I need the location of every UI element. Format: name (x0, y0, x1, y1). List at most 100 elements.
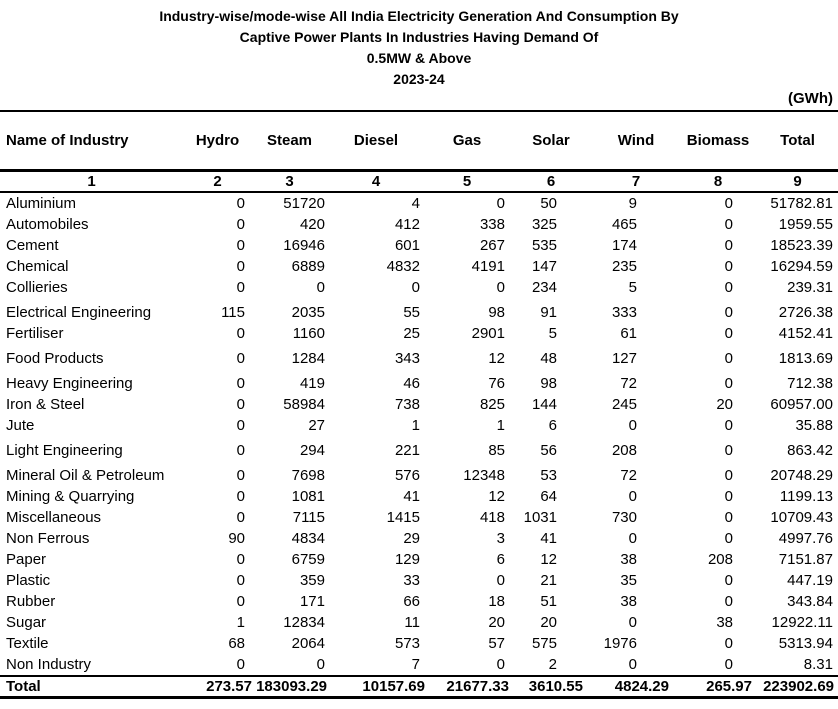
value-cell: 12348 (463, 467, 505, 484)
industry-name-cell: Collieries (6, 279, 68, 296)
industry-name-cell: Chemical (6, 258, 69, 275)
industry-name-cell: Rubber (6, 593, 56, 610)
value-cell: 0 (724, 375, 733, 392)
value-cell: 4191 (471, 258, 505, 275)
value-cell: 0 (236, 216, 245, 233)
table-row: Aluminium 0 51720 4 0 50 9 0 51782.81 (0, 192, 838, 214)
industry-name-cell: Aluminium (6, 195, 77, 212)
value-cell: 575 (531, 635, 557, 652)
value-cell: 1284 (291, 350, 325, 367)
value-cell: 60957.00 (770, 396, 833, 413)
column-number: 9 (757, 170, 838, 193)
column-number: 7 (593, 170, 679, 193)
industry-generation-table: Name of Industry Hydro Steam Diesel Gas … (0, 112, 838, 699)
value-cell: 38 (620, 551, 637, 568)
table-row: Non Industry 0 0 7 0 2 0 0 8.31 (0, 654, 838, 676)
industry-name-cell: Paper (6, 551, 47, 568)
value-cell: 29 (403, 530, 420, 547)
value-cell: 7698 (291, 467, 325, 484)
industry-name-cell: Sugar (6, 614, 47, 631)
value-cell: 0 (724, 350, 733, 367)
value-cell: 5 (548, 325, 557, 342)
total-value-cell: 21677.33 (425, 675, 509, 699)
value-cell: 343.84 (787, 593, 833, 610)
value-cell: 1959.55 (778, 216, 833, 233)
value-cell: 0 (724, 304, 733, 321)
value-cell: 343 (394, 350, 420, 367)
value-cell: 12834 (283, 614, 325, 631)
column-number-row: 1 2 3 4 5 6 7 8 9 (0, 170, 838, 193)
value-cell: 333 (611, 304, 637, 321)
title-line-4: 2023-24 (393, 71, 445, 87)
table-row: Food Products 0 1284 343 12 48 127 0 1813.69 (0, 344, 838, 369)
value-cell: 48 (540, 350, 557, 367)
value-cell: 72 (620, 375, 637, 392)
value-cell: 0 (236, 375, 245, 392)
value-cell: 20748.29 (770, 467, 833, 484)
value-cell: 447.19 (787, 572, 833, 589)
value-cell: 9 (628, 195, 637, 212)
value-cell: 0 (236, 593, 245, 610)
value-cell: 1031 (523, 509, 557, 526)
column-number: 8 (679, 170, 757, 193)
value-cell: 2726.38 (778, 304, 833, 321)
total-value-cell: 273.57 (183, 675, 252, 699)
industry-name-cell: Iron & Steel (6, 396, 85, 413)
value-cell: 16294.59 (770, 258, 833, 275)
value-cell: 245 (611, 396, 637, 413)
value-cell: 267 (479, 237, 505, 254)
industry-name-cell: Plastic (6, 572, 51, 589)
table-row: Cement 0 16946 601 267 535 174 0 18523.39 (0, 235, 838, 256)
column-header-gas: Gas (425, 112, 509, 172)
value-cell: 72 (620, 467, 637, 484)
industry-name-cell: Light Engineering (6, 442, 123, 459)
value-cell: 730 (611, 509, 637, 526)
table-row: Miscellaneous 0 7115 1415 418 1031 730 0 10709.4… (0, 507, 838, 528)
value-cell: 576 (394, 467, 420, 484)
total-row-label: Total (0, 675, 183, 699)
total-value-cell: 183093.29 (252, 675, 327, 699)
value-cell: 325 (531, 216, 557, 233)
title-line-1: Industry-wise/mode-wise All India Electr… (159, 8, 679, 24)
value-cell: 0 (236, 488, 245, 505)
value-cell: 51 (540, 593, 557, 610)
value-cell: 235 (611, 258, 637, 275)
value-cell: 0 (236, 396, 245, 413)
value-cell: 18523.39 (770, 237, 833, 254)
value-cell: 1199.13 (779, 488, 833, 505)
value-cell: 0 (724, 279, 733, 296)
value-cell: 98 (488, 304, 505, 321)
value-cell: 4832 (386, 258, 420, 275)
value-cell: 0 (236, 442, 245, 459)
value-cell: 129 (394, 551, 420, 568)
value-cell: 66 (403, 593, 420, 610)
value-cell: 16946 (283, 237, 325, 254)
value-cell: 6759 (291, 551, 325, 568)
industry-name-cell: Textile (6, 635, 49, 652)
value-cell: 0 (628, 488, 637, 505)
value-cell: 712.38 (787, 375, 833, 392)
value-cell: 0 (724, 467, 733, 484)
value-cell: 1160 (292, 325, 325, 342)
column-header-total: Total (757, 112, 838, 172)
value-cell: 38 (716, 614, 733, 631)
value-cell: 1976 (603, 635, 637, 652)
value-cell: 21 (540, 572, 557, 589)
value-cell: 171 (299, 593, 325, 610)
value-cell: 738 (394, 396, 420, 413)
value-cell: 234 (531, 279, 557, 296)
value-cell: 76 (488, 375, 505, 392)
value-cell: 68 (228, 635, 245, 652)
value-cell: 0 (724, 325, 733, 342)
value-cell: 294 (299, 442, 325, 459)
value-cell: 18 (488, 593, 505, 610)
value-cell: 0 (724, 417, 733, 434)
value-cell: 85 (488, 442, 505, 459)
value-cell: 0 (411, 279, 420, 296)
value-cell: 1 (411, 417, 420, 434)
value-cell: 50 (540, 195, 557, 212)
table-row: Plastic 0 359 33 0 21 35 0 447.19 (0, 570, 838, 591)
value-cell: 1813.69 (778, 350, 833, 367)
value-cell: 57 (488, 635, 505, 652)
